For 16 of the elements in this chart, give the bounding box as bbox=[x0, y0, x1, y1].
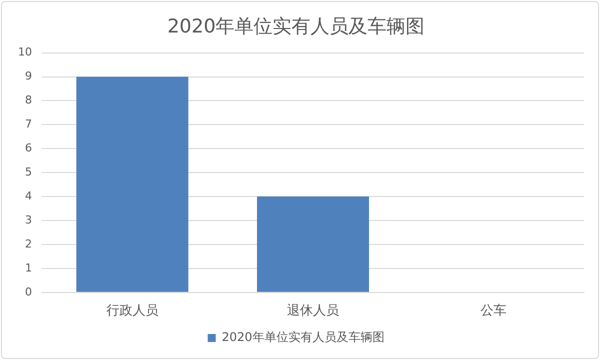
y-tick-label: 6 bbox=[24, 142, 32, 154]
y-tick-label: 10 bbox=[18, 46, 32, 59]
y-tick-label: 8 bbox=[24, 94, 32, 107]
chart-title: 2020年单位实有人员及车辆图 bbox=[167, 15, 425, 38]
x-tick-label: 公车 bbox=[480, 304, 507, 319]
legend-label: 2020年单位实有人员及车辆图 bbox=[222, 330, 384, 344]
y-tick-label: 3 bbox=[24, 213, 32, 226]
y-tick-label: 4 bbox=[24, 189, 32, 202]
x-tick-label: 行政人员 bbox=[106, 304, 158, 319]
y-tick-label: 0 bbox=[24, 285, 32, 298]
y-tick-label: 1 bbox=[24, 261, 32, 274]
y-tick-label: 2 bbox=[24, 237, 32, 250]
y-tick-label: 7 bbox=[24, 118, 32, 131]
x-tick-label: 退休人员 bbox=[287, 304, 339, 319]
y-tick-label: 5 bbox=[24, 165, 32, 178]
y-tick-label: 9 bbox=[24, 70, 32, 83]
